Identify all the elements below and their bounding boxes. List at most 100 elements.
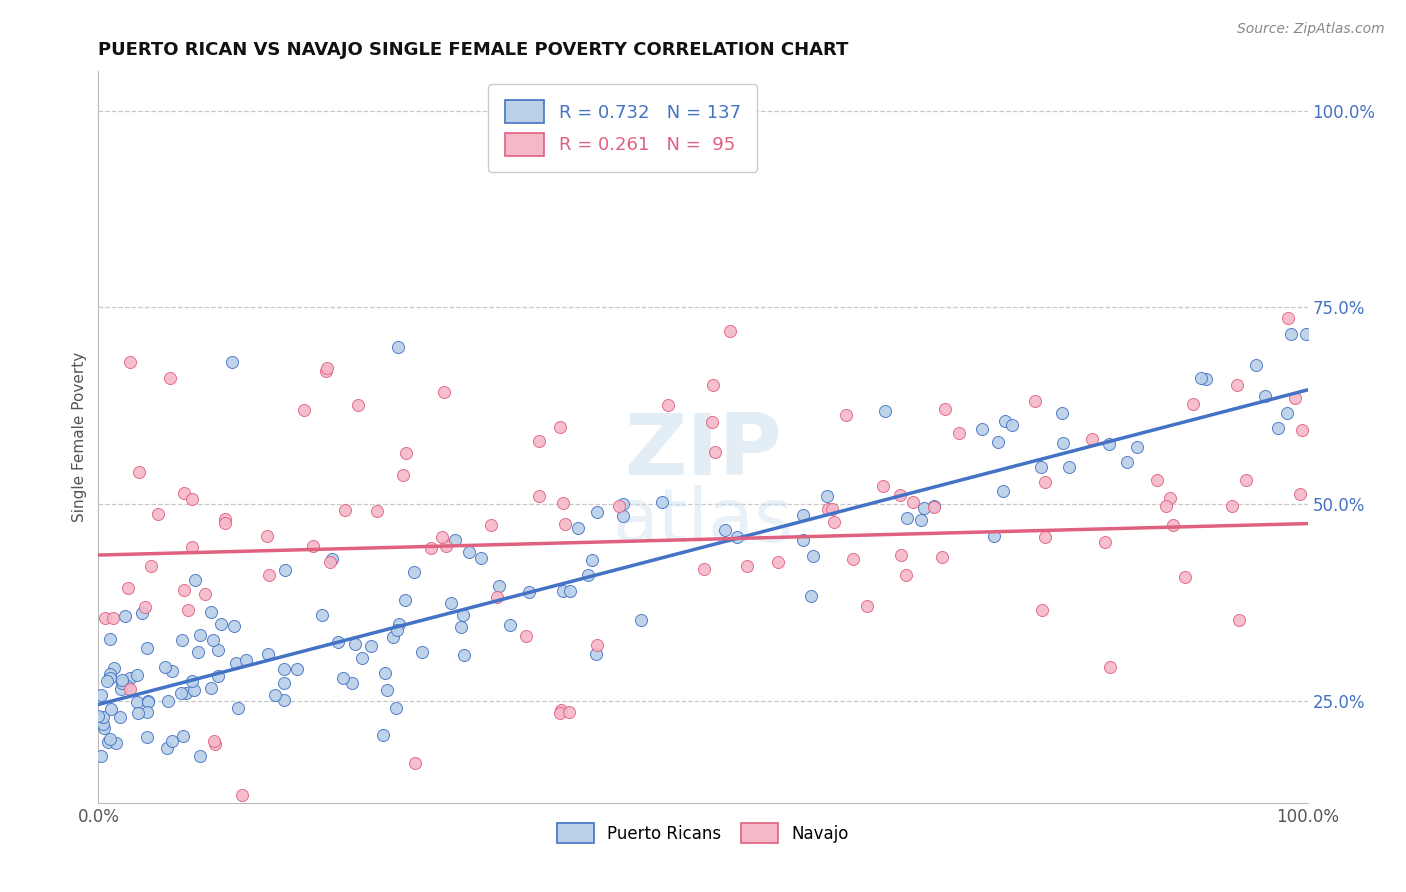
- Point: [91, 717, 114, 731]
- Point: [922, 499, 945, 513]
- Point: [1094, 534, 1116, 549]
- Point: [1227, 613, 1250, 627]
- Point: [714, 523, 737, 537]
- Point: [1284, 391, 1306, 405]
- Point: [172, 730, 194, 744]
- Point: [1126, 440, 1149, 454]
- Point: [889, 487, 911, 501]
- Point: [170, 686, 193, 700]
- Point: [360, 640, 382, 654]
- Point: [118, 681, 141, 696]
- Point: [115, 679, 138, 693]
- Point: [366, 504, 388, 518]
- Point: [1295, 326, 1317, 341]
- Point: [725, 530, 748, 544]
- Point: [702, 415, 724, 429]
- Point: [97, 735, 120, 749]
- Point: [226, 701, 249, 715]
- Point: [96, 674, 118, 689]
- Point: [800, 589, 823, 603]
- Point: [209, 616, 232, 631]
- Point: [302, 539, 325, 553]
- Point: [187, 645, 209, 659]
- Point: [235, 653, 257, 667]
- Point: [517, 585, 540, 599]
- Point: [183, 683, 205, 698]
- Point: [103, 661, 125, 675]
- Point: [994, 414, 1017, 428]
- Point: [183, 574, 205, 588]
- Point: [156, 740, 179, 755]
- Point: [207, 669, 229, 683]
- Point: [90, 688, 112, 702]
- Point: [550, 703, 572, 717]
- Point: [901, 494, 924, 508]
- Point: [100, 702, 122, 716]
- Point: [910, 512, 932, 526]
- Point: [1289, 486, 1312, 500]
- Point: [350, 651, 373, 665]
- Point: [273, 676, 295, 690]
- Point: [1279, 326, 1302, 341]
- Point: [1146, 473, 1168, 487]
- Point: [576, 567, 599, 582]
- Point: [479, 518, 502, 533]
- Point: [548, 420, 571, 434]
- Point: [221, 355, 243, 369]
- Point: [273, 563, 295, 577]
- Point: [160, 733, 183, 747]
- Point: [1163, 518, 1185, 533]
- Point: [181, 541, 204, 555]
- Point: [273, 662, 295, 676]
- Point: [103, 611, 125, 625]
- Point: [1099, 660, 1122, 674]
- Point: [153, 659, 176, 673]
- Point: [815, 489, 838, 503]
- Point: [801, 549, 824, 563]
- Point: [285, 662, 308, 676]
- Point: [931, 550, 953, 565]
- Point: [890, 549, 912, 563]
- Point: [194, 587, 217, 601]
- Point: [177, 603, 200, 617]
- Point: [585, 648, 607, 662]
- Point: [872, 479, 894, 493]
- Point: [1080, 432, 1102, 446]
- Point: [125, 695, 148, 709]
- Text: ZIP: ZIP: [624, 410, 782, 493]
- Point: [127, 706, 149, 720]
- Point: [136, 694, 159, 708]
- Point: [214, 512, 236, 526]
- Point: [202, 734, 225, 748]
- Point: [1291, 423, 1313, 437]
- Point: [136, 730, 159, 744]
- Point: [912, 500, 935, 515]
- Point: [630, 613, 652, 627]
- Point: [333, 503, 356, 517]
- Point: [894, 568, 917, 582]
- Point: [231, 788, 253, 802]
- Point: [114, 609, 136, 624]
- Point: [488, 579, 510, 593]
- Point: [200, 681, 222, 696]
- Point: [214, 516, 236, 531]
- Point: [1275, 406, 1298, 420]
- Point: [311, 607, 333, 622]
- Y-axis label: Single Female Poverty: Single Female Poverty: [72, 352, 87, 522]
- Legend: Puerto Ricans, Navajo: Puerto Ricans, Navajo: [551, 817, 855, 849]
- Point: [273, 692, 295, 706]
- Point: [128, 465, 150, 479]
- Point: [1181, 397, 1204, 411]
- Point: [382, 630, 405, 644]
- Point: [371, 729, 394, 743]
- Point: [394, 592, 416, 607]
- Point: [340, 675, 363, 690]
- Point: [842, 552, 865, 566]
- Point: [1189, 370, 1212, 384]
- Point: [111, 676, 134, 690]
- Point: [98, 632, 121, 646]
- Point: [553, 583, 575, 598]
- Point: [991, 483, 1014, 498]
- Point: [1059, 459, 1081, 474]
- Point: [392, 467, 415, 482]
